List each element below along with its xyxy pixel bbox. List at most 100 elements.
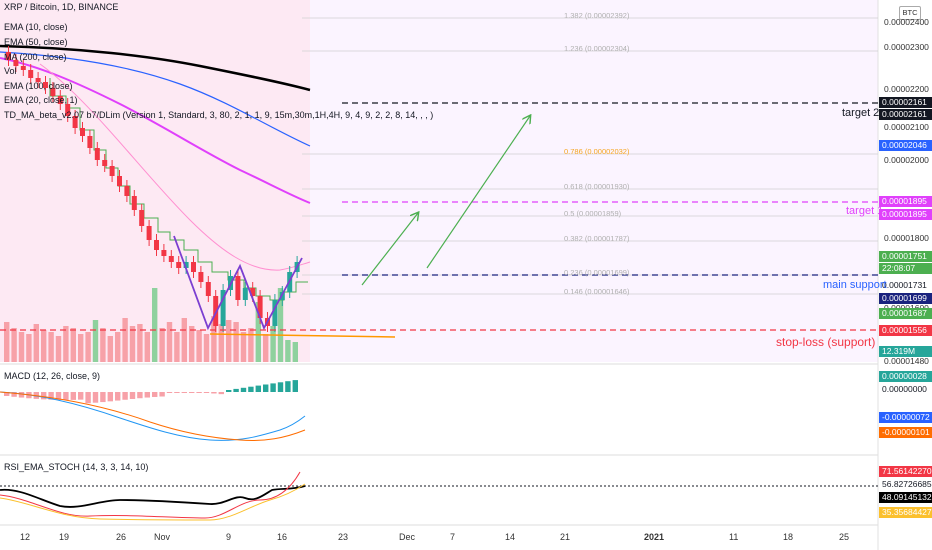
projection-arrow-1[interactable] bbox=[361, 213, 418, 286]
volume-bar bbox=[107, 336, 113, 362]
macd-bar bbox=[218, 392, 224, 395]
macd-bar bbox=[159, 392, 165, 397]
volume-bar bbox=[63, 326, 69, 362]
rsi-title[interactable]: RSI_EMA_STOCH (14, 3, 3, 14, 10) bbox=[4, 462, 149, 472]
symbol-title[interactable]: XRP / Bitcoin, 1D, BINANCE bbox=[4, 2, 119, 12]
macd-bar bbox=[55, 392, 62, 400]
time-axis-label: 2021 bbox=[644, 532, 665, 542]
volume-bar bbox=[129, 326, 136, 362]
volume-bar bbox=[41, 330, 47, 362]
candlesticks bbox=[6, 46, 300, 332]
legend-item[interactable]: EMA (20, close, 1) bbox=[4, 95, 78, 105]
fib-label: 0.786 (0.00002032) bbox=[564, 147, 630, 156]
indicator-tag: 0.00000000 bbox=[879, 384, 932, 395]
macd-bar bbox=[63, 392, 69, 400]
price-tag: 0.00002161 bbox=[879, 97, 932, 108]
candle-body bbox=[102, 160, 108, 166]
volume-bar bbox=[263, 334, 269, 362]
main-support-label: main support bbox=[823, 279, 887, 291]
fib-label: 0.382 (0.00001787) bbox=[564, 234, 630, 243]
legend-item[interactable]: EMA (100, close) bbox=[4, 81, 73, 91]
price-tag: 0.00001699 bbox=[879, 293, 932, 304]
projection-background bbox=[310, 0, 878, 362]
macd-bar bbox=[233, 388, 239, 392]
macd-title[interactable]: MACD (12, 26, close, 9) bbox=[4, 371, 101, 381]
ma200-line bbox=[0, 44, 311, 92]
macd-bar bbox=[196, 392, 202, 393]
stoch-k-line bbox=[0, 471, 301, 519]
time-axis-label: Nov bbox=[154, 532, 171, 542]
time-axis-label: Dec bbox=[399, 532, 416, 542]
price-axis-label: 0.00002200 bbox=[884, 84, 929, 94]
candle-body bbox=[272, 300, 278, 326]
volume-bar bbox=[85, 332, 91, 362]
price-tag: 0.00001895 bbox=[879, 196, 932, 207]
td-stairstep-line bbox=[49, 78, 308, 301]
volume-bar bbox=[11, 328, 17, 362]
time-axis-label: 16 bbox=[277, 532, 288, 542]
candle-body bbox=[80, 128, 85, 136]
volume-bar bbox=[189, 326, 195, 362]
candle-body bbox=[183, 262, 189, 268]
macd-bar bbox=[107, 392, 113, 402]
double-bottom-pattern bbox=[173, 235, 303, 331]
stop-loss-label: stop-loss (support) bbox=[776, 335, 876, 349]
price-axis-label: 0.00001800 bbox=[884, 233, 929, 243]
indicator-tag: 48.09145132 bbox=[879, 492, 932, 503]
candle-body bbox=[65, 104, 71, 116]
candle-body bbox=[94, 148, 100, 160]
macd-bar bbox=[166, 392, 173, 393]
macd-bar bbox=[144, 392, 150, 398]
macd-bar bbox=[122, 392, 128, 400]
volume-bar bbox=[166, 322, 173, 362]
macd-bar bbox=[203, 392, 210, 393]
volume-bar bbox=[18, 332, 25, 362]
legend-item[interactable]: Vol bbox=[4, 66, 17, 76]
volume-bar bbox=[218, 324, 224, 362]
candle-body bbox=[109, 166, 115, 176]
candle-body bbox=[146, 226, 152, 240]
volume-bar bbox=[26, 334, 32, 362]
macd-bar bbox=[263, 384, 269, 392]
price-tag: 0.00002161 bbox=[879, 109, 932, 120]
candle-body bbox=[57, 96, 63, 104]
macd-bar bbox=[11, 392, 17, 397]
projection-arrow-2[interactable] bbox=[426, 116, 530, 269]
ema100-line bbox=[0, 51, 311, 147]
fibonacci-levels[interactable] bbox=[302, 17, 878, 295]
volume-bar bbox=[70, 328, 76, 362]
macd-bar bbox=[70, 392, 76, 400]
candle-body bbox=[191, 262, 196, 272]
candle-body bbox=[235, 276, 241, 300]
orange-trendline[interactable] bbox=[209, 333, 396, 338]
candle-body bbox=[35, 78, 41, 82]
legend-item[interactable]: EMA (10, close) bbox=[4, 22, 68, 32]
price-tag: 0.00001556 bbox=[879, 325, 932, 336]
legend-item[interactable]: MA (200, close) bbox=[4, 52, 67, 62]
volume-bar bbox=[78, 334, 84, 362]
macd-bar bbox=[270, 383, 276, 392]
price-axis-label: 0.00002000 bbox=[884, 155, 929, 165]
time-axis-label: 7 bbox=[450, 532, 456, 542]
legend-item[interactable]: TD_MA_beta_v2.07 b7/DLim (Version 1, Sta… bbox=[4, 110, 434, 120]
candle-body bbox=[28, 70, 34, 78]
volume-bar bbox=[277, 288, 284, 362]
volume-bar bbox=[203, 334, 210, 362]
candle-body bbox=[50, 88, 56, 96]
volume-bar bbox=[248, 328, 254, 362]
macd-bar bbox=[174, 392, 180, 393]
volume-bar bbox=[211, 316, 217, 362]
volume-bar bbox=[152, 288, 158, 362]
macd-bar bbox=[41, 392, 47, 400]
macd-bar bbox=[115, 392, 121, 401]
volume-bar bbox=[270, 326, 276, 362]
volume-bar bbox=[196, 330, 202, 362]
legend-item[interactable]: EMA (50, close) bbox=[4, 37, 68, 47]
candle-body bbox=[257, 296, 263, 318]
candle-body bbox=[72, 116, 78, 128]
currency-badge[interactable]: BTC bbox=[899, 6, 921, 20]
macd-bar bbox=[100, 392, 106, 403]
time-axis-label: 19 bbox=[59, 532, 70, 542]
candle-body bbox=[242, 288, 248, 300]
